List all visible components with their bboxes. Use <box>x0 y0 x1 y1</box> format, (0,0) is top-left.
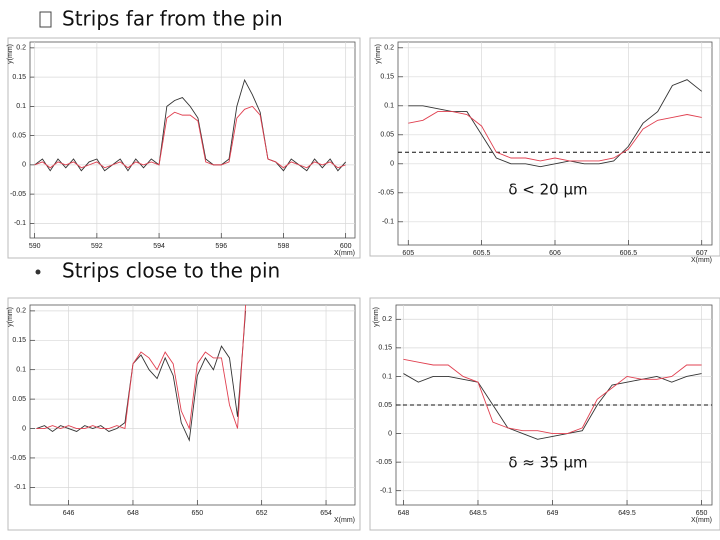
x-tick-label: 600 <box>340 243 352 250</box>
y-tick-label: 0.2 <box>16 45 26 52</box>
x-tick-label: 606 <box>549 250 561 257</box>
y-tick-label: 0.1 <box>382 373 392 380</box>
y-tick-label: 0.15 <box>380 74 394 81</box>
series-line <box>408 79 703 168</box>
x-tick-label: 605.5 <box>473 250 491 257</box>
y-tick-label: 0.2 <box>382 316 392 323</box>
x-tick-label: 596 <box>215 243 227 250</box>
x-tick-label: 650 <box>191 510 203 517</box>
heading: Strips far from the pin <box>62 7 283 31</box>
x-tick-label: 646 <box>63 510 75 517</box>
y-tick-label: 0 <box>22 162 26 169</box>
heading: Strips close to the pin <box>62 259 280 283</box>
bullet-box <box>39 11 52 28</box>
y-tick-label: -0.1 <box>382 219 394 226</box>
y-tick-label: 0 <box>388 430 392 437</box>
y-tick-label: -0.05 <box>376 459 392 466</box>
annotation: δ < 20 μm <box>508 181 587 199</box>
x-tick-label: 590 <box>29 243 41 250</box>
y-axis-label: y(mm) <box>373 307 380 327</box>
y-axis-label: y(mm) <box>7 307 14 327</box>
series-line <box>34 105 346 169</box>
y-tick-label: -0.1 <box>14 484 26 491</box>
x-tick-label: 594 <box>153 243 165 250</box>
bullet <box>35 269 41 275</box>
y-tick-label: 0.2 <box>384 45 394 52</box>
y-tick-label: 0.05 <box>12 396 26 403</box>
y-axis-label: y(mm) <box>375 44 382 64</box>
x-tick-label: 605 <box>402 250 414 257</box>
y-tick-label: 0.15 <box>378 345 392 352</box>
series-line <box>403 358 702 435</box>
y-tick-label: 0 <box>390 161 394 168</box>
y-tick-label: -0.05 <box>10 455 26 462</box>
y-tick-label: 0 <box>22 425 26 432</box>
plot-area <box>29 41 356 239</box>
x-tick-label: 607 <box>696 250 708 257</box>
x-tick-label: 650 <box>696 510 708 517</box>
y-tick-label: 0.1 <box>16 367 26 374</box>
y-tick-label: 0.2 <box>16 308 26 315</box>
x-tick-label: 592 <box>91 243 103 250</box>
x-tick-label: 598 <box>278 243 290 250</box>
series-line <box>403 373 702 440</box>
x-axis-label: X(mm) <box>334 250 355 257</box>
series-line <box>34 78 347 172</box>
x-tick-label: 649 <box>547 510 559 517</box>
x-tick-label: 648.5 <box>469 510 487 517</box>
x-tick-label: 606.5 <box>620 250 638 257</box>
y-tick-label: -0.1 <box>14 220 26 227</box>
y-tick-label: 0.15 <box>12 337 26 344</box>
x-tick-label: 654 <box>320 510 332 517</box>
y-axis-label: y(mm) <box>7 44 14 64</box>
y-tick-label: 0.1 <box>384 103 394 110</box>
x-tick-label: 649.5 <box>618 510 636 517</box>
x-axis-label: X(mm) <box>691 517 712 524</box>
y-tick-label: 0.05 <box>12 132 26 139</box>
x-axis-label: X(mm) <box>691 257 712 264</box>
y-tick-label: -0.05 <box>10 191 26 198</box>
y-tick-label: 0.1 <box>16 103 26 110</box>
series-line <box>36 310 247 442</box>
x-axis-label: X(mm) <box>334 517 355 524</box>
annotation: δ ≈ 35 μm <box>508 454 587 472</box>
y-tick-label: -0.05 <box>378 190 394 197</box>
y-tick-label: -0.1 <box>380 488 392 495</box>
x-tick-label: 652 <box>256 510 268 517</box>
series-line <box>36 305 247 431</box>
y-tick-label: 0.05 <box>380 132 394 139</box>
x-tick-label: 648 <box>127 510 139 517</box>
series-line <box>408 111 702 162</box>
x-tick-label: 648 <box>398 510 410 517</box>
y-tick-label: 0.05 <box>378 402 392 409</box>
y-tick-label: 0.15 <box>12 74 26 81</box>
